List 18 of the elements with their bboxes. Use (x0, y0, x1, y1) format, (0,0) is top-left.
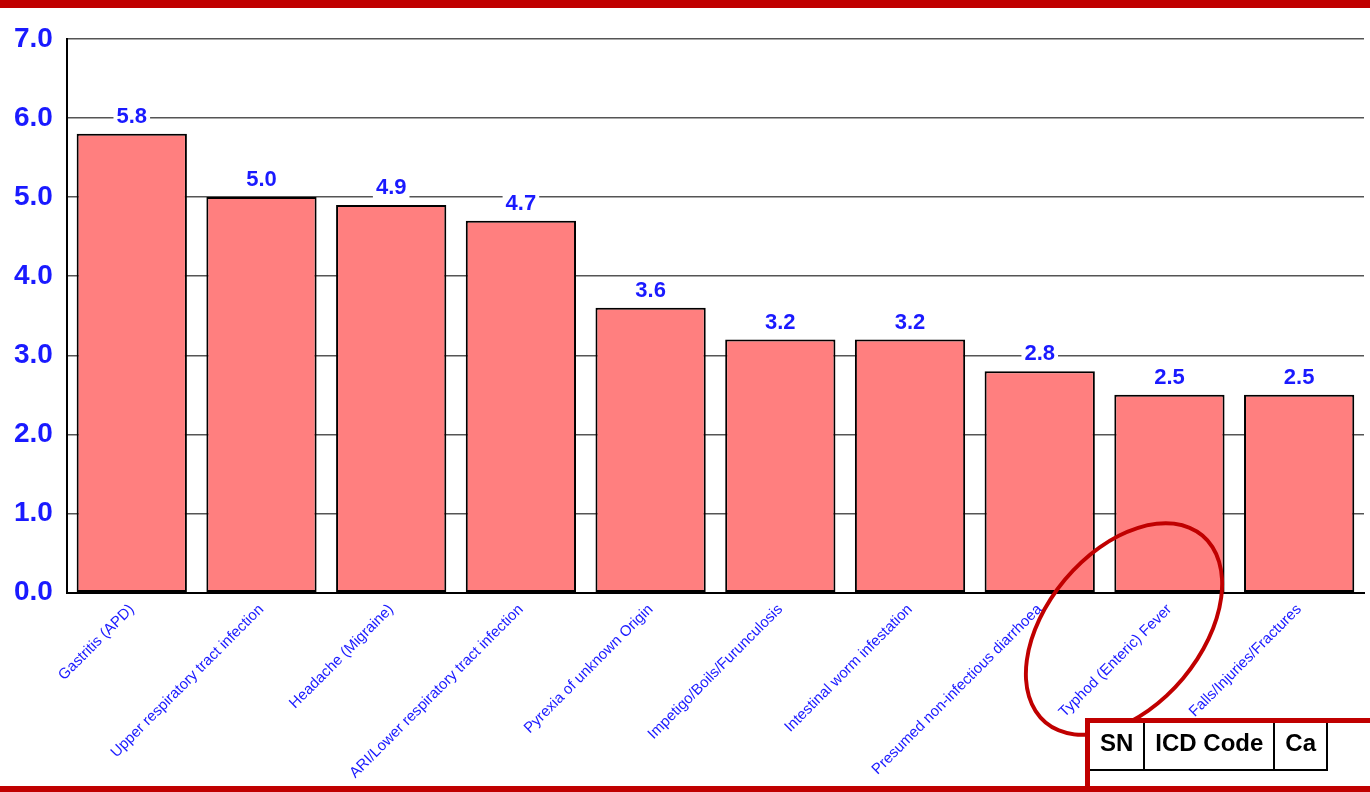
y-tick-label: 6.0 (13, 100, 53, 132)
y-tick-label: 0.0 (13, 575, 53, 607)
data-label: 4.9 (375, 174, 407, 200)
data-label: 4.7 (505, 189, 537, 215)
y-tick-label: 3.0 (13, 338, 53, 370)
data-label: 3.6 (635, 276, 666, 302)
data-label: 5.0 (246, 166, 277, 192)
data-label: 2.5 (1154, 363, 1185, 389)
data-label: 2.5 (1283, 363, 1315, 389)
data-label: 5.8 (116, 102, 148, 128)
data-label: 2.8 (1024, 340, 1056, 366)
y-tick-label: 7.0 (13, 21, 53, 53)
y-tick-label: 2.0 (13, 417, 53, 449)
data-label: 3.2 (765, 308, 796, 334)
y-tick-label: 4.0 (13, 258, 53, 290)
y-tick-label: 5.0 (13, 179, 53, 211)
data-label: 3.2 (894, 308, 926, 334)
y-tick-label: 1.0 (13, 496, 53, 528)
